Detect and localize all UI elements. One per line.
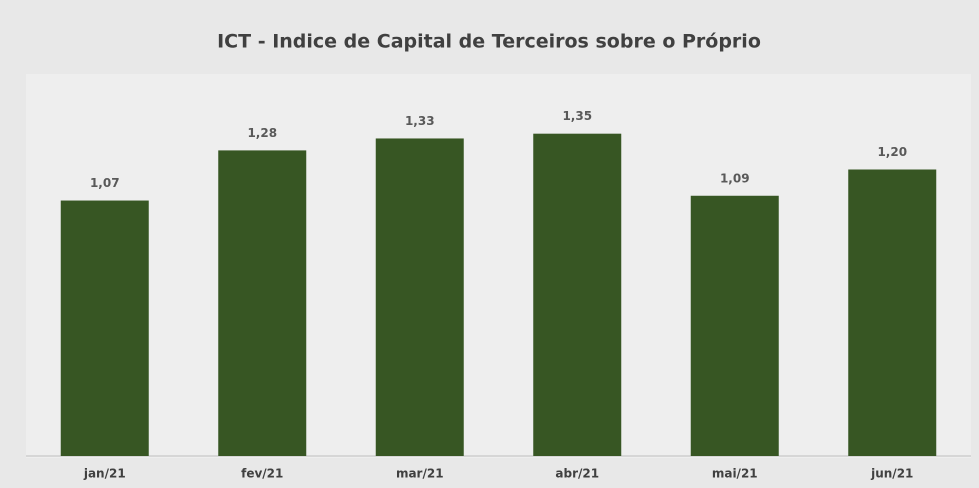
bar: [375, 138, 464, 456]
bar: [848, 169, 937, 456]
x-tick-label: mai/21: [712, 467, 758, 481]
x-tick-label: fev/21: [241, 467, 283, 481]
x-tick-label: abr/21: [555, 467, 599, 481]
data-label: 1,28: [247, 126, 277, 140]
bar: [690, 195, 779, 456]
bar: [60, 200, 149, 456]
x-tick-label: mar/21: [396, 467, 444, 481]
plot-area: [26, 74, 971, 458]
data-label: 1,35: [562, 109, 592, 123]
data-label: 1,20: [877, 145, 907, 159]
bar: [218, 150, 307, 456]
x-tick-label: jan/21: [83, 467, 126, 481]
x-tick-label: jun/21: [870, 467, 913, 481]
bar: [533, 133, 622, 456]
data-label: 1,09: [720, 171, 750, 185]
chart-title: ICT - Indice de Capital de Terceiros sob…: [217, 31, 761, 53]
data-label: 1,07: [90, 176, 120, 190]
data-label: 1,33: [405, 114, 435, 128]
